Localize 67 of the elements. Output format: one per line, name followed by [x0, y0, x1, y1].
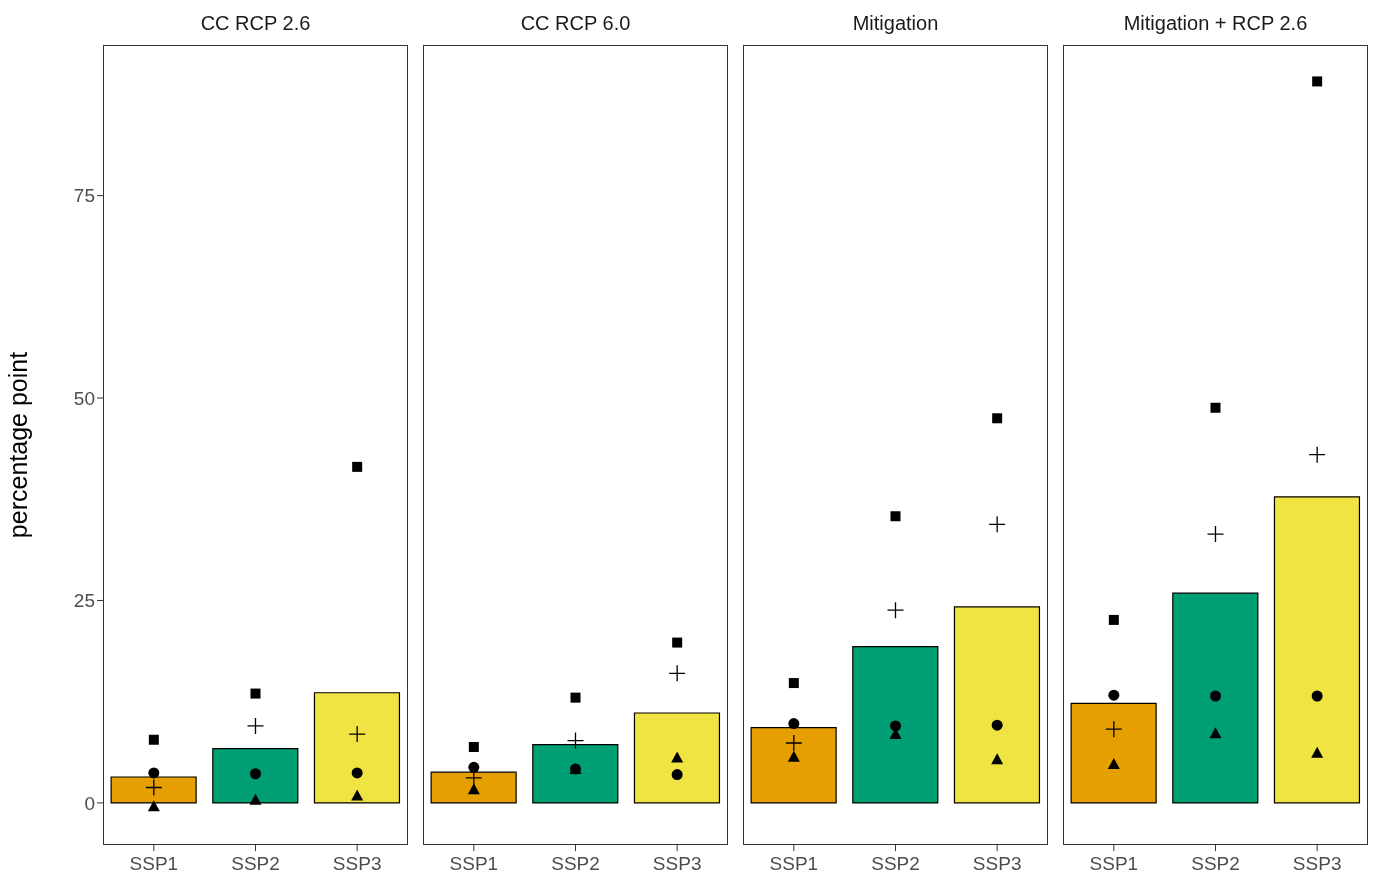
y-tick-label: 75 [73, 185, 95, 207]
point [148, 734, 159, 745]
point [147, 800, 160, 812]
x-tick-label: SSP3 [1292, 853, 1342, 875]
point [1108, 689, 1120, 701]
point [785, 734, 803, 752]
point [671, 769, 683, 781]
x-tick-label: SSP1 [1089, 853, 1139, 875]
point [1311, 746, 1324, 758]
point [890, 511, 901, 522]
point [1312, 76, 1323, 87]
point [988, 515, 1006, 533]
y-tick-label: 0 [84, 792, 95, 814]
point [672, 637, 683, 648]
point [1210, 690, 1221, 702]
point [886, 601, 905, 619]
point [468, 761, 480, 773]
x-tick-label: SSP2 [231, 853, 280, 875]
point [467, 783, 480, 795]
point [145, 778, 163, 797]
point [468, 742, 479, 753]
point [788, 718, 800, 730]
point [991, 753, 1004, 765]
point [890, 720, 901, 732]
x-tick-label: SSP3 [652, 853, 702, 875]
point [250, 688, 261, 699]
y-tick-label: 25 [73, 590, 95, 612]
bar [313, 692, 401, 804]
point [668, 664, 686, 682]
point [1209, 727, 1222, 739]
x-tick-label: SSP3 [972, 853, 1022, 875]
point [570, 692, 581, 703]
point [1210, 402, 1221, 413]
point [148, 767, 160, 779]
y-tick-label: 50 [73, 387, 95, 409]
point [249, 793, 262, 805]
point [348, 725, 366, 743]
point [1311, 690, 1323, 702]
bar [212, 748, 299, 804]
point [1108, 614, 1119, 625]
point [671, 751, 684, 763]
chart-title: Mitigation + RCP 2.6 [1122, 11, 1309, 36]
x-tick-label: SSP2 [551, 853, 600, 875]
point [246, 717, 265, 735]
x-tick-label: SSP1 [129, 853, 179, 875]
point [787, 750, 800, 762]
point [1107, 758, 1120, 770]
point [992, 413, 1003, 424]
chart-title: CC RCP 2.6 [199, 11, 312, 36]
x-tick-label: SSP2 [1191, 853, 1240, 875]
chart-title: Mitigation [851, 11, 940, 36]
point [351, 789, 364, 801]
x-tick-label: SSP2 [871, 853, 920, 875]
y-axis-title: percentage point [3, 351, 32, 539]
point [250, 768, 261, 780]
point [1105, 720, 1123, 738]
x-tick-label: SSP1 [769, 853, 819, 875]
point [352, 461, 363, 472]
x-tick-label: SSP1 [449, 853, 499, 875]
point [566, 731, 585, 750]
point [788, 678, 799, 689]
point [991, 719, 1003, 731]
point [351, 767, 363, 779]
chart-title: CC RCP 6.0 [519, 11, 632, 36]
point [1206, 525, 1225, 543]
x-tick-label: SSP3 [332, 853, 382, 875]
point [1308, 446, 1326, 464]
